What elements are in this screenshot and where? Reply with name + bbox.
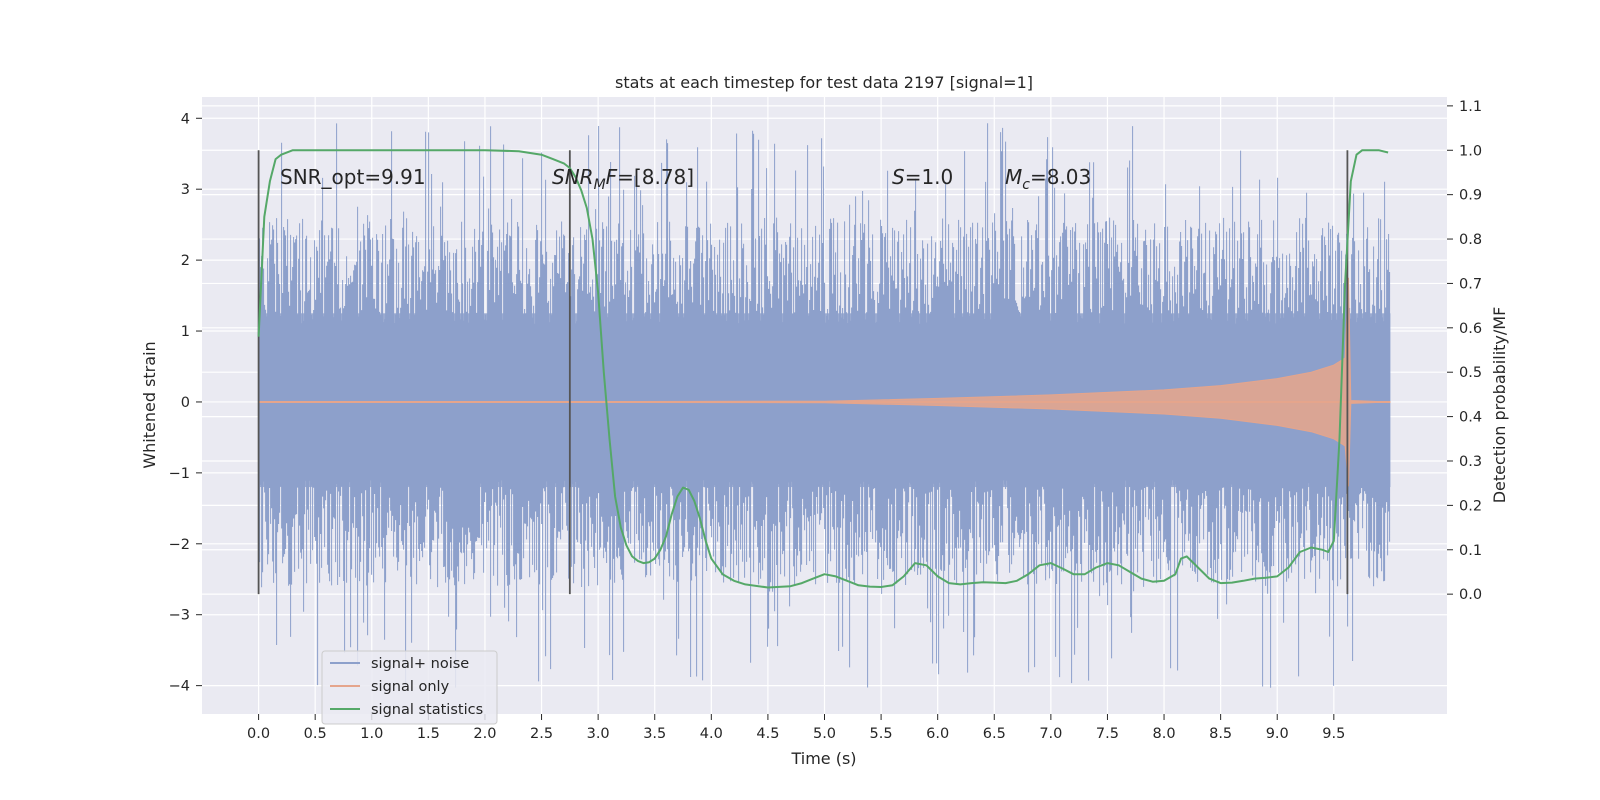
x-tick-label: 7.0 <box>1039 726 1062 742</box>
annotation-s-value: =1.0 <box>905 165 954 189</box>
signal-statistics-line <box>257 149 1389 589</box>
y-tick-label: 1 <box>181 324 190 340</box>
x-axis-title: Time (s) <box>790 749 856 768</box>
y-tick-label: 3 <box>181 182 190 198</box>
x-tick-label: 6.0 <box>926 726 949 742</box>
annotation-snr-mf: SNRMF=[8.78] <box>552 165 694 193</box>
x-tick-label: 5.0 <box>813 726 836 742</box>
annotation-mc: Mc=8.03 <box>1005 165 1091 193</box>
vertical-markers <box>257 150 1349 595</box>
annotation-mc-symbol: M <box>1005 165 1022 189</box>
y2-tick-label: 0.8 <box>1459 232 1482 248</box>
signal-only-series <box>258 277 1391 487</box>
x-tick-label: 6.5 <box>983 726 1006 742</box>
y-axis-title: Whitened strain <box>140 341 159 468</box>
annotation-s-symbol: S <box>892 165 905 189</box>
x-tick-label: 4.0 <box>700 726 723 742</box>
y2-tick-label: 0.3 <box>1459 454 1482 470</box>
annotation-snr-opt: SNR_opt=9.91 <box>280 165 426 189</box>
signal-statistics-series <box>257 149 1389 589</box>
x-tick-label: 1.0 <box>360 726 383 742</box>
chart-title: stats at each timestep for test data 219… <box>615 73 1033 92</box>
y2-tick-label: 0.0 <box>1459 587 1482 603</box>
y2-tick-label: 1.1 <box>1459 99 1482 115</box>
annotation-snr-mf-f: F <box>606 165 618 189</box>
y-tick-label: −4 <box>169 679 190 695</box>
y2-tick-label: 0.2 <box>1459 498 1482 514</box>
annotation-snr-mf-subscript: M <box>594 177 606 193</box>
x-tick-label: 3.0 <box>587 726 610 742</box>
x-tick-label: 3.5 <box>643 726 666 742</box>
x-tick-label: 7.5 <box>1096 726 1119 742</box>
x-tick-label: 8.5 <box>1209 726 1232 742</box>
annotation-snr-mf-value: =[8.78] <box>617 165 694 189</box>
annotation-mc-subscript: c <box>1022 177 1030 193</box>
axis-ticks: 0.0 0.5 1.0 1.5 2.0 2.5 3.0 3.5 4.0 4.5 5.0 5.5 6.0 6… <box>169 99 1482 742</box>
x-tick-label: 4.5 <box>756 726 779 742</box>
y2-tick-label: 0.4 <box>1459 410 1482 426</box>
legend-label-signal-statistics: signal statistics <box>371 702 483 718</box>
legend: signal+ noise signal only signal statist… <box>321 650 498 725</box>
y2-tick-label: 0.1 <box>1459 543 1482 559</box>
y2-tick-label: 0.6 <box>1459 321 1482 337</box>
x-tick-label: 8.0 <box>1153 726 1176 742</box>
legend-box <box>321 650 498 725</box>
x-tick-label: 9.0 <box>1266 726 1289 742</box>
x-tick-label: 2.0 <box>473 726 496 742</box>
y-tick-label: 0 <box>181 395 190 411</box>
annotation-snr-mf-symbol: SNR <box>552 165 594 189</box>
annotation-mc-value: =8.03 <box>1030 165 1091 189</box>
y2-tick-label: 0.7 <box>1459 276 1482 292</box>
y-tick-label: −3 <box>169 608 190 624</box>
x-tick-label: 0.0 <box>247 726 270 742</box>
annotation-s: S=1.0 <box>892 165 953 189</box>
y-tick-label: −1 <box>169 466 190 482</box>
y2-tick-label: 0.9 <box>1459 188 1482 204</box>
x-tick-label: 2.5 <box>530 726 553 742</box>
y-tick-label: 2 <box>181 253 190 269</box>
y2-tick-label: 0.5 <box>1459 365 1482 381</box>
y2-axis-title: Detection probability/MF <box>1490 307 1509 504</box>
x-tick-label: 1.5 <box>417 726 440 742</box>
legend-label-signal-only: signal only <box>371 679 450 695</box>
x-tick-label: 5.5 <box>870 726 893 742</box>
legend-label-signal-noise: signal+ noise <box>371 656 469 672</box>
y-tick-label: 4 <box>181 111 190 127</box>
y2-tick-label: 1.0 <box>1459 143 1482 159</box>
y-tick-label: −2 <box>169 537 190 553</box>
x-tick-label: 0.5 <box>304 726 327 742</box>
x-tick-label: 9.5 <box>1322 726 1345 742</box>
